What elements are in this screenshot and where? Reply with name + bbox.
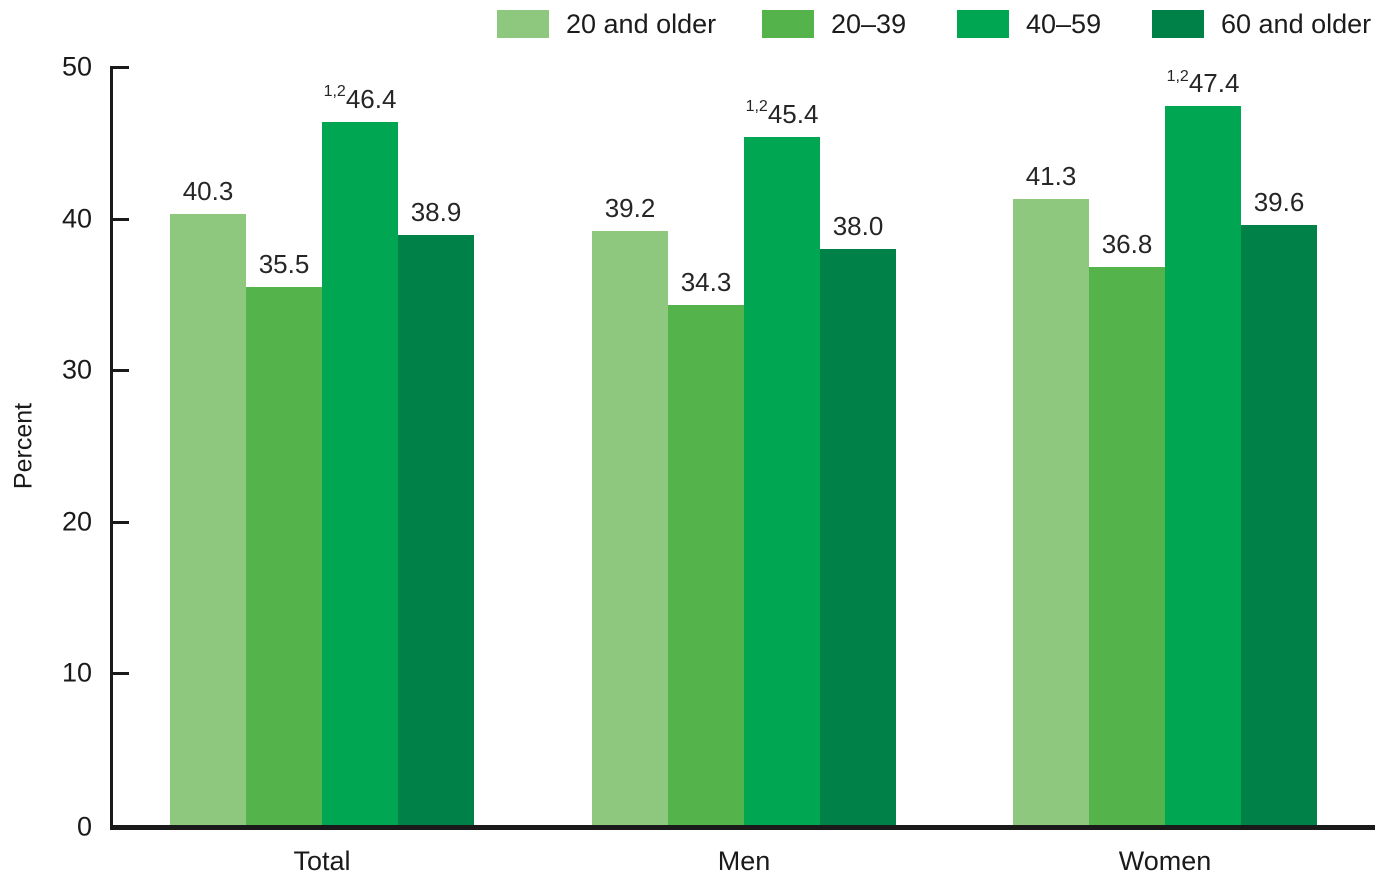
bar bbox=[1241, 224, 1317, 825]
y-tick-label: 10 bbox=[61, 657, 92, 688]
legend-swatch bbox=[762, 10, 814, 38]
footnote-marker: 1,2 bbox=[1166, 67, 1189, 85]
footnote-marker: 1,2 bbox=[745, 98, 768, 116]
bar bbox=[322, 121, 398, 825]
bar-value-label: 36.8 bbox=[1101, 229, 1153, 260]
legend-item: 60 and older bbox=[1152, 4, 1371, 44]
bar bbox=[398, 235, 474, 825]
legend-label: 40–59 bbox=[1026, 8, 1102, 39]
y-tick bbox=[110, 66, 129, 69]
y-tick bbox=[110, 672, 129, 676]
legend-swatch bbox=[497, 10, 549, 38]
legend-swatch bbox=[1152, 10, 1204, 38]
bar bbox=[1089, 267, 1165, 825]
bar-value-label: 39.6 bbox=[1253, 186, 1305, 217]
legend-item: 20 and older bbox=[497, 4, 716, 44]
bar bbox=[246, 286, 322, 825]
bar bbox=[1013, 198, 1089, 825]
bar-value-label: 41.3 bbox=[1025, 160, 1077, 191]
bar-value-label: 38.9 bbox=[410, 197, 462, 228]
y-tick bbox=[110, 520, 129, 524]
bar-value-label: 38.0 bbox=[832, 210, 884, 241]
legend: 20 and older 20–39 40–59 60 and older bbox=[0, 0, 1400, 48]
bar bbox=[668, 305, 744, 825]
y-tick-label: 40 bbox=[61, 203, 92, 234]
y-axis-title: Percent bbox=[9, 402, 38, 490]
bar bbox=[1165, 106, 1241, 825]
bar bbox=[170, 214, 246, 825]
legend-label: 20–39 bbox=[831, 8, 907, 39]
footnote-marker: 1,2 bbox=[323, 82, 346, 100]
category-label: Total bbox=[293, 846, 351, 876]
legend-label: 60 and older bbox=[1221, 8, 1372, 39]
y-tick-label: 50 bbox=[61, 51, 92, 82]
y-tick-label: 30 bbox=[61, 354, 92, 385]
x-axis-line bbox=[110, 825, 1375, 830]
bar-value-label: 1,246.4 bbox=[323, 82, 397, 114]
bar bbox=[592, 230, 668, 825]
bar-value-label: 39.2 bbox=[604, 192, 656, 223]
bar-value-label: 34.3 bbox=[680, 267, 732, 297]
legend-label: 20 and older bbox=[566, 8, 717, 39]
legend-item: 40–59 bbox=[957, 4, 1101, 44]
y-tick-label: 20 bbox=[61, 506, 92, 537]
y-tick bbox=[110, 369, 129, 373]
bar-value-label: 35.5 bbox=[258, 248, 310, 279]
y-tick-label: 0 bbox=[76, 811, 92, 842]
y-axis-line bbox=[110, 67, 113, 830]
bar-value-label: 1,245.4 bbox=[745, 98, 819, 129]
bar-value-label: 1,247.4 bbox=[1166, 67, 1240, 99]
legend-item: 20–39 bbox=[762, 4, 906, 44]
y-tick bbox=[110, 217, 129, 221]
category-label: Men bbox=[717, 846, 771, 876]
legend-swatch bbox=[957, 10, 1009, 38]
bar bbox=[820, 248, 896, 825]
bar bbox=[744, 136, 820, 825]
category-label: Women bbox=[1118, 846, 1212, 876]
bar-value-label: 40.3 bbox=[182, 176, 234, 207]
